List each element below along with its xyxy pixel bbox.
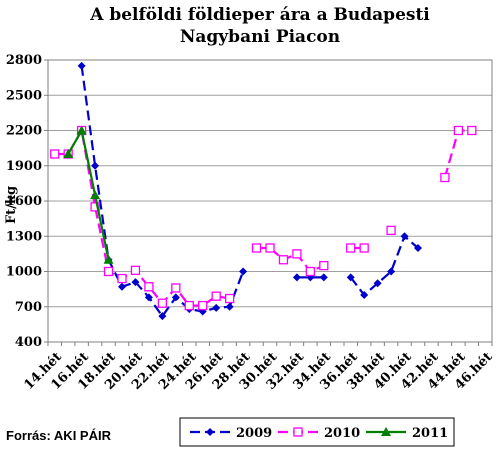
data-point-2009 [373,279,382,288]
data-point-2009 [292,273,301,282]
data-point-2010 [453,125,464,136]
data-point-2009 [158,312,167,321]
data-point-2010 [224,293,235,304]
y-axis-label: Ft/kg [4,186,19,224]
y-tick-label: 1600 [6,194,42,209]
data-point-2009 [414,244,422,252]
data-point-2009 [171,293,180,302]
data-point-2010 [319,260,329,271]
data-point-2009 [346,273,355,282]
series-line-2009 [80,65,245,319]
data-point-2010 [103,266,114,277]
data-point-2010 [359,243,369,253]
data-point-2010 [117,273,127,284]
chart-title-line2: Nagybani Piacon [179,27,341,47]
data-point-2009 [225,302,234,311]
legend-label-2011: 2011 [412,426,448,441]
data-point-2009 [118,282,126,291]
data-point-2009 [77,61,86,70]
data-point-2011 [90,190,101,200]
series-line-2010 [443,129,472,178]
data-point-2010 [50,149,60,159]
data-point-2010 [90,202,100,212]
series-line-2009 [349,234,419,297]
data-point-2010 [130,265,141,275]
data-point-2010 [198,300,208,311]
chart-title-line1: A belföldi földieper ára a Budapesti [90,5,430,25]
data-point-2011 [103,254,114,264]
data-point-2009 [387,267,396,276]
legend-marker-2009 [206,428,214,436]
legend-label-2009: 2009 [236,426,272,441]
gridlines [48,94,492,308]
data-point-2009 [212,303,221,312]
data-point-2010 [292,249,302,259]
y-tick-label: 2800 [6,53,42,68]
data-point-2010 [440,172,450,183]
data-point-2010 [157,298,168,308]
data-point-2010 [305,266,316,277]
y-tick-label: 700 [15,300,42,315]
y-tick-label: 1300 [6,229,42,244]
y-tick-label: 2500 [6,88,42,103]
y-tick-label: 400 [15,335,42,350]
data-point-2011 [76,125,87,135]
data-point-2010 [211,291,221,301]
y-axis-ticks: 400 700 1000 1300 1600 1900 2200 2500 2800 [6,53,48,350]
data-point-2009 [319,273,328,282]
data-point-2009 [239,267,248,276]
legend-marker-2010 [293,427,303,437]
chart-title: A belföldi földieper ára a Budapesti Nag… [60,4,460,48]
y-tick-label: 1900 [6,159,42,174]
data-point-2010 [265,243,275,253]
series-line-2011 [67,127,110,260]
series-2010 [50,125,477,311]
data-point-2011 [63,149,74,158]
data-point-2010 [171,283,181,293]
legend: 2009 2010 2011 [179,417,455,447]
series-2011 [63,125,114,264]
series-2009 [77,61,422,321]
data-point-2009 [131,278,140,287]
data-point-2010 [467,125,477,136]
legend-label-2010: 2010 [324,426,360,441]
data-point-2010 [386,225,396,236]
data-point-2010 [251,243,262,253]
legend-marker-2011 [381,427,391,436]
y-tick-label: 1000 [6,265,42,280]
data-point-2010 [278,255,289,265]
data-point-2009 [360,291,369,299]
series-line-2010 [256,246,325,273]
data-point-2009 [400,232,409,241]
data-point-2009 [91,161,100,170]
series-line-2010 [54,127,230,307]
data-point-2010 [144,282,154,292]
data-point-2010 [346,243,356,253]
series-group [50,61,477,321]
data-point-2010 [184,300,194,311]
x-axis-ticks: 14.hét16.hét18.hét20.hét22.hét24.hét26.h… [22,342,495,393]
source-note: Forrás: AKI PÁIR [6,428,111,443]
y-tick-label: 2200 [6,124,42,139]
data-point-2009 [144,293,153,302]
